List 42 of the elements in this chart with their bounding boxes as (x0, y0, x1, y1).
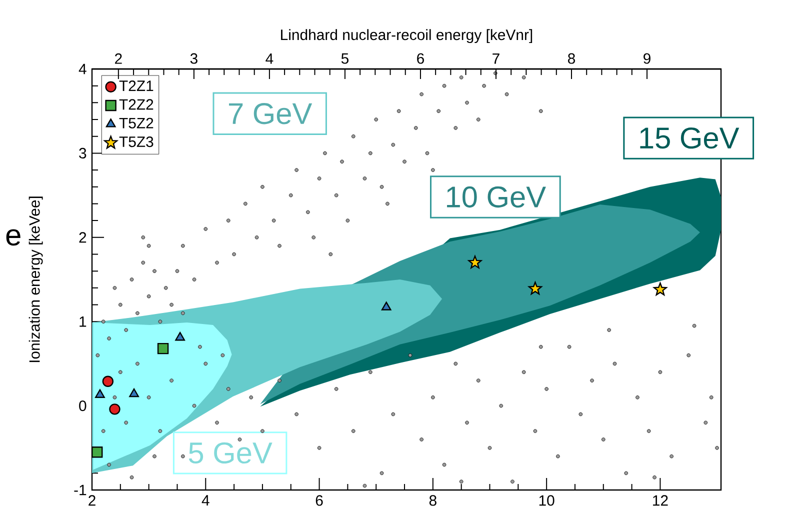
text: 7 GeV (229, 103, 312, 124)
x-tick-label: 12 (653, 495, 668, 506)
point (653, 282, 667, 296)
point (468, 256, 482, 269)
x-tick-label: 10 (539, 495, 554, 506)
x-tick-label: 2 (88, 495, 96, 506)
point (381, 302, 392, 310)
x-tick-label: 4 (202, 495, 210, 506)
legend-label: T5Z3 (119, 136, 154, 148)
x2-tick-label: 3 (190, 53, 198, 64)
x-tick-label: 6 (316, 495, 323, 506)
y-tick-label: 3 (79, 148, 86, 158)
point (129, 388, 139, 398)
x2-tick-label: 7 (492, 54, 500, 64)
y-tick-label: -1 (74, 484, 86, 496)
x2-tick-label: 5 (341, 53, 348, 64)
series-label: 5 GeV (188, 442, 272, 464)
point (109, 404, 120, 415)
legend-label: T5Z2 (119, 118, 154, 128)
point (528, 282, 542, 295)
x2-tick-label: 8 (568, 53, 575, 64)
y-tick-label: 2 (79, 232, 86, 243)
x2-tick-label: 9 (644, 53, 650, 64)
legend-label: T2Z1 (119, 80, 154, 91)
x2-tick-label: 4 (266, 54, 274, 64)
series-label: 15 GeV (640, 127, 740, 149)
point (175, 332, 185, 341)
point (95, 389, 105, 398)
y-tick-label: 4 (78, 64, 86, 74)
legend-label: T2Z2 (119, 99, 154, 110)
x2-axis-title: Lindhard nuclear-recoil energy [keVnr] (281, 29, 532, 44)
x2-tick-label: 6 (417, 53, 424, 64)
y-tick-label: 1 (80, 316, 86, 327)
point (102, 376, 114, 387)
text: e (6, 229, 20, 246)
y-axis-title: Ionization energy [keVee] (28, 196, 43, 362)
x2-tick-label: 2 (115, 53, 122, 64)
series-label: 10 GeV (447, 186, 546, 208)
point (157, 342, 169, 354)
x-tick-label: 8 (429, 495, 436, 506)
y-tick-label: 0 (79, 400, 86, 412)
point (92, 446, 103, 458)
